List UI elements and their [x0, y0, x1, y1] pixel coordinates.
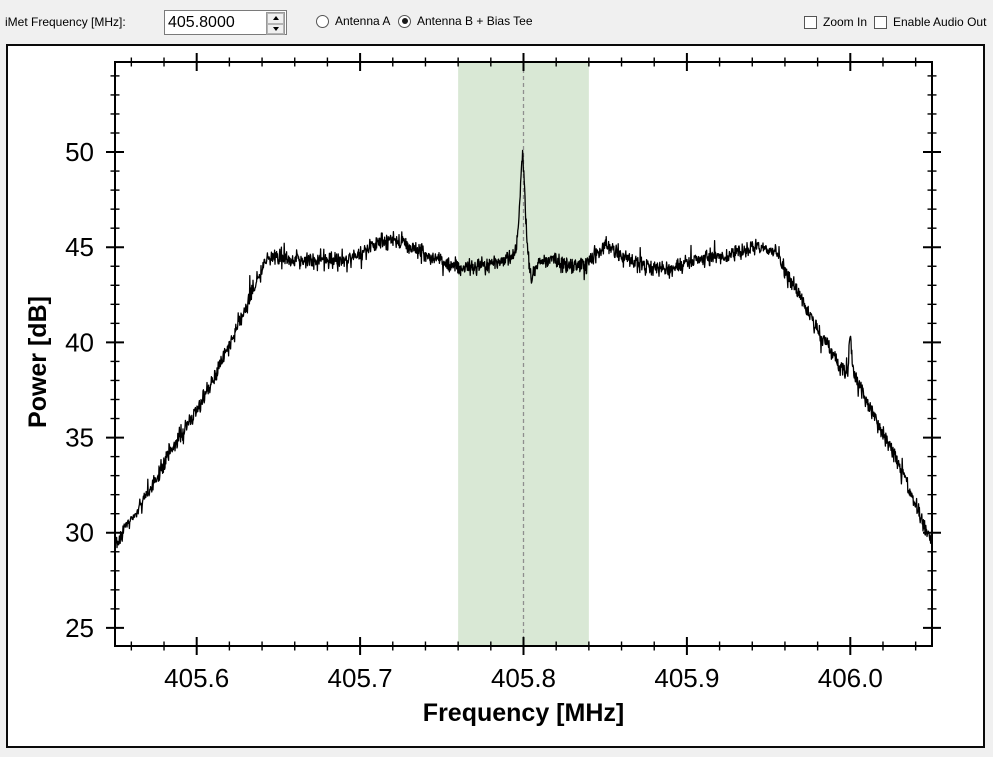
- radio-circle-icon[interactable]: [316, 14, 329, 28]
- y-tick-label: 50: [65, 137, 94, 167]
- axis-ticks: [106, 53, 941, 655]
- x-tick-labels: 405.6 405.7 405.8 405.9 406.0: [164, 663, 883, 693]
- y-tick-labels: 25 30 35 40 45 50: [65, 137, 94, 643]
- x-axis-title: Frequency [MHz]: [422, 699, 625, 727]
- spectrum-trace: [114, 149, 933, 549]
- spinner-down-icon: [272, 26, 279, 31]
- frequency-input[interactable]: [165, 11, 266, 34]
- checkbox-zoom-in-label: Zoom In: [823, 15, 868, 29]
- y-tick-label: 40: [65, 327, 94, 357]
- spinner-up-button[interactable]: [267, 13, 284, 24]
- x-tick-label: 405.9: [654, 663, 719, 693]
- x-tick-label: 405.8: [491, 663, 556, 693]
- checkbox-zoom-in[interactable]: Zoom In: [804, 15, 867, 29]
- spinner-up-icon: [272, 16, 279, 21]
- spectrum-plot[interactable]: 405.6 405.7 405.8 405.9 406.0 25 30 35 40 45 50: [6, 44, 985, 748]
- y-tick-label: 35: [65, 423, 94, 453]
- y-tick-label: 30: [65, 518, 94, 548]
- frequency-label: iMet Frequency [MHz]:: [5, 15, 126, 29]
- checkbox-icon[interactable]: [874, 15, 887, 29]
- radio-circle-icon[interactable]: [398, 14, 411, 28]
- y-tick-label: 25: [65, 613, 94, 643]
- panel-border: [6, 44, 985, 748]
- radio-antenna-a[interactable]: Antenna A: [316, 14, 390, 28]
- radio-antenna-a-label: Antenna A: [335, 14, 391, 28]
- x-tick-label: 406.0: [818, 663, 883, 693]
- checkbox-enable-audio-out[interactable]: Enable Audio Out: [874, 15, 986, 29]
- radio-antenna-b-label: Antenna B + Bias Tee: [417, 14, 533, 28]
- x-tick-label: 405.6: [164, 663, 229, 693]
- radio-antenna-b-bias-tee[interactable]: Antenna B + Bias Tee: [398, 14, 533, 28]
- y-axis-title: Power [dB]: [24, 296, 52, 428]
- spectrum-plot-panel: 405.6 405.7 405.8 405.9 406.0 25 30 35 40 45 50 Fr…: [6, 44, 985, 748]
- frequency-spinner: [266, 12, 285, 35]
- checkbox-enable-audio-out-label: Enable Audio Out: [893, 15, 987, 29]
- spinner-down-button[interactable]: [267, 23, 284, 34]
- frequency-input-group: [164, 10, 287, 35]
- checkbox-icon[interactable]: [804, 15, 817, 29]
- y-tick-label: 45: [65, 232, 94, 262]
- x-tick-label: 405.7: [328, 663, 393, 693]
